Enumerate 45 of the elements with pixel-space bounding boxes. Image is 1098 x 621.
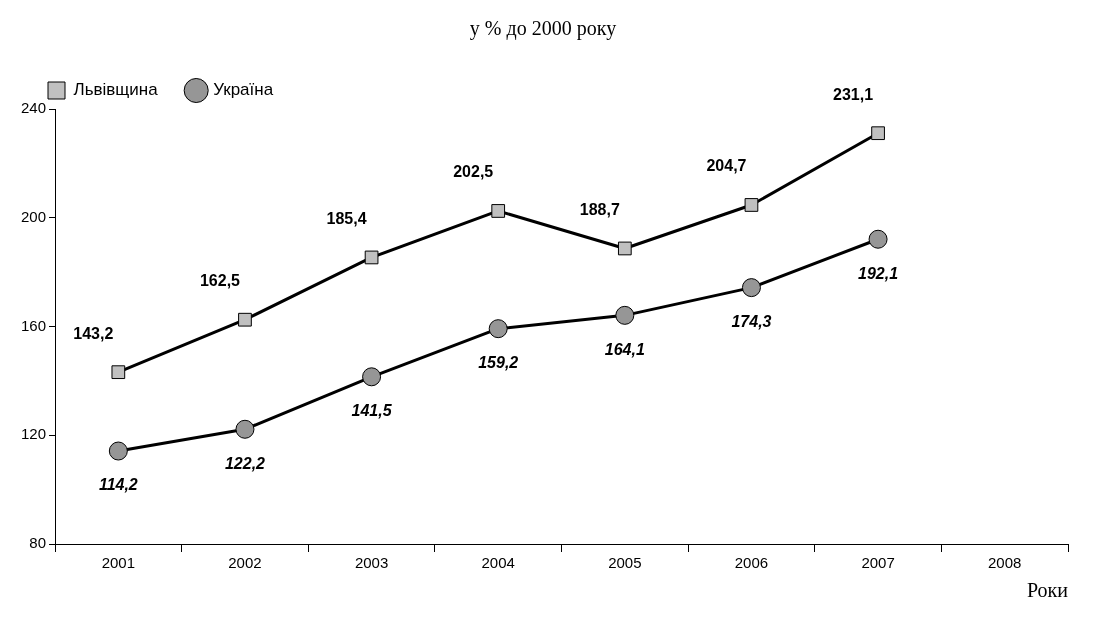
x-tick-label: 2003 <box>354 554 389 572</box>
x-tick-label: 2008 <box>988 554 1022 572</box>
legend-label: Львівщина <box>73 80 159 100</box>
y-tick-label: 80 <box>29 534 47 552</box>
x-tick-label: 2002 <box>228 554 262 572</box>
data-label: 188,7 <box>579 200 620 218</box>
y-tick-label: 200 <box>21 207 47 225</box>
x-tick-label: 2007 <box>861 554 895 572</box>
data-label: 159,2 <box>478 354 519 372</box>
data-label: 231,1 <box>833 85 874 103</box>
point <box>868 229 888 249</box>
point <box>871 126 885 141</box>
point <box>741 278 761 298</box>
data-label: 202,5 <box>453 163 494 181</box>
x-axis-title: Роки <box>1026 579 1069 602</box>
point <box>111 365 126 380</box>
data-label: 141,5 <box>351 402 393 420</box>
point <box>108 441 128 461</box>
point <box>488 319 508 339</box>
x-tick-label: 2004 <box>481 554 515 572</box>
legend-label: Україна <box>213 80 274 100</box>
data-label: 114,2 <box>98 476 138 494</box>
y-tick-label: 240 <box>21 99 47 117</box>
point <box>235 419 255 439</box>
x-tick-label: 2005 <box>608 554 642 572</box>
point <box>491 204 506 218</box>
point <box>744 198 759 212</box>
data-label: 174,3 <box>731 313 772 331</box>
data-label: 164,1 <box>604 340 645 358</box>
point <box>238 312 252 327</box>
point <box>362 367 382 387</box>
data-label: 204,7 <box>706 157 747 175</box>
point <box>617 241 632 256</box>
x-tick-label: 2006 <box>734 554 769 572</box>
y-tick-label: 120 <box>21 425 47 443</box>
x-tick-label: 2001 <box>101 554 136 572</box>
point <box>364 250 379 265</box>
data-label: 143,2 <box>73 324 114 342</box>
data-label: 185,4 <box>326 209 367 227</box>
y-tick-label: 160 <box>21 316 47 334</box>
data-label: 192,1 <box>858 264 899 282</box>
data-label: 162,5 <box>199 272 241 290</box>
data-label: 122,2 <box>224 454 266 472</box>
point <box>615 305 635 325</box>
chart-title: у % до 2000 року <box>469 17 617 41</box>
